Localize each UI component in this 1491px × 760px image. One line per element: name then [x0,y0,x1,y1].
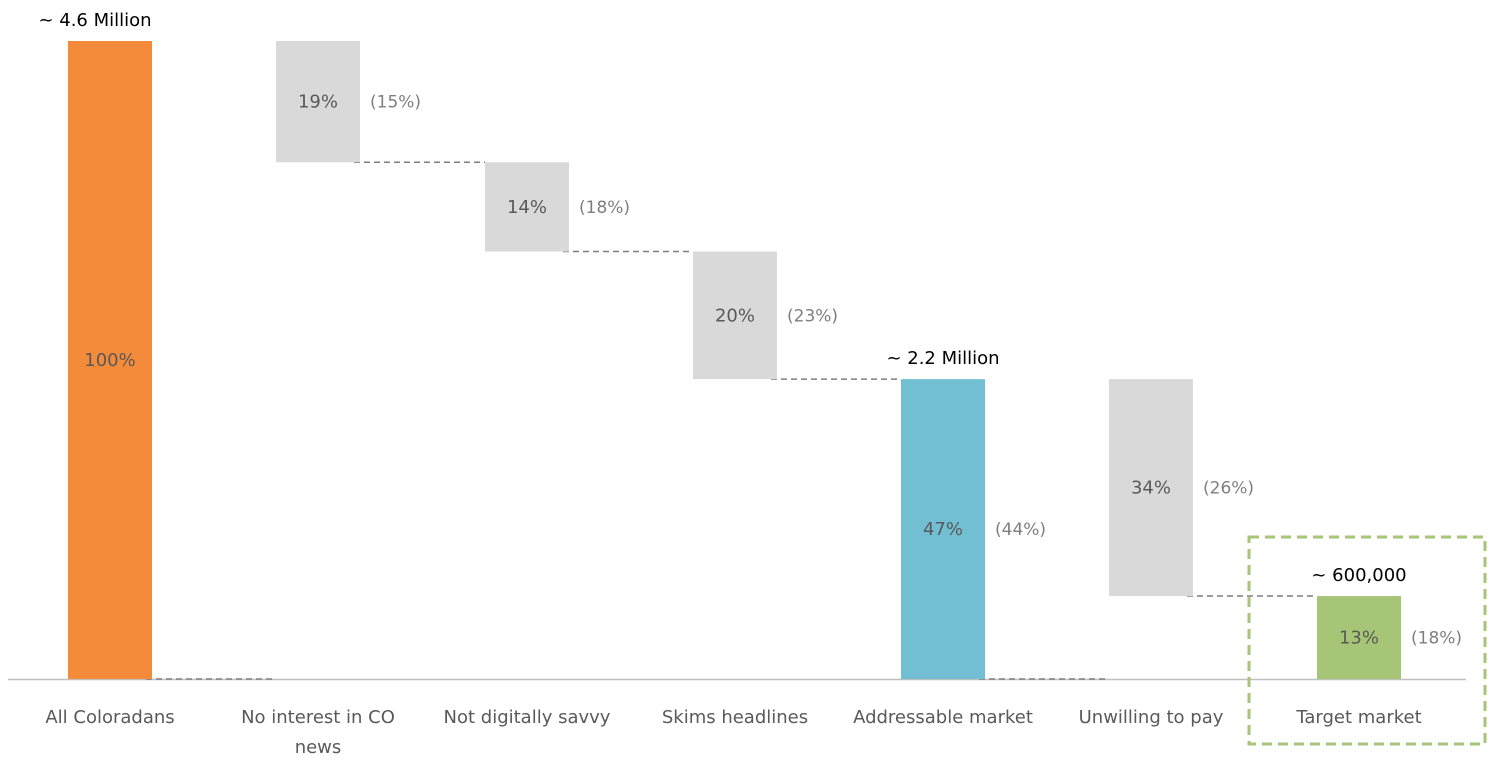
highlight-box [1247,535,1487,746]
bar [1317,596,1401,679]
category-label: All Coloradans [45,707,174,728]
value-label: 19% [298,92,338,113]
bar [901,379,985,679]
category-label: news [295,737,342,758]
value-label: 14% [507,197,547,218]
category-label: Unwilling to pay [1079,707,1224,728]
secondary-label: (18%) [1411,629,1462,649]
secondary-label: (23%) [787,306,838,326]
bar [68,41,152,679]
category-label: Not digitally savvy [444,707,611,728]
category-label: Skims headlines [662,707,808,728]
total-label: ~ 4.6 Million [38,10,151,31]
secondary-label: (26%) [1203,479,1254,499]
value-label: 34% [1131,478,1171,499]
secondary-label: (18%) [579,198,630,218]
category-label: Addressable market [853,707,1033,728]
secondary-label: (15%) [370,93,421,113]
bar [1109,379,1193,597]
value-label: 20% [715,305,755,326]
category-label: Target market [1295,707,1421,728]
total-label: ~ 2.2 Million [886,348,999,369]
value-label: 47% [923,519,963,540]
bar [276,41,360,163]
value-label: 100% [84,350,135,371]
value-label: 13% [1339,628,1379,649]
bar [485,162,569,252]
category-label: No interest in CO [241,707,395,728]
total-label: ~ 600,000 [1311,565,1406,586]
bar [693,251,777,380]
secondary-label: (44%) [995,520,1046,540]
